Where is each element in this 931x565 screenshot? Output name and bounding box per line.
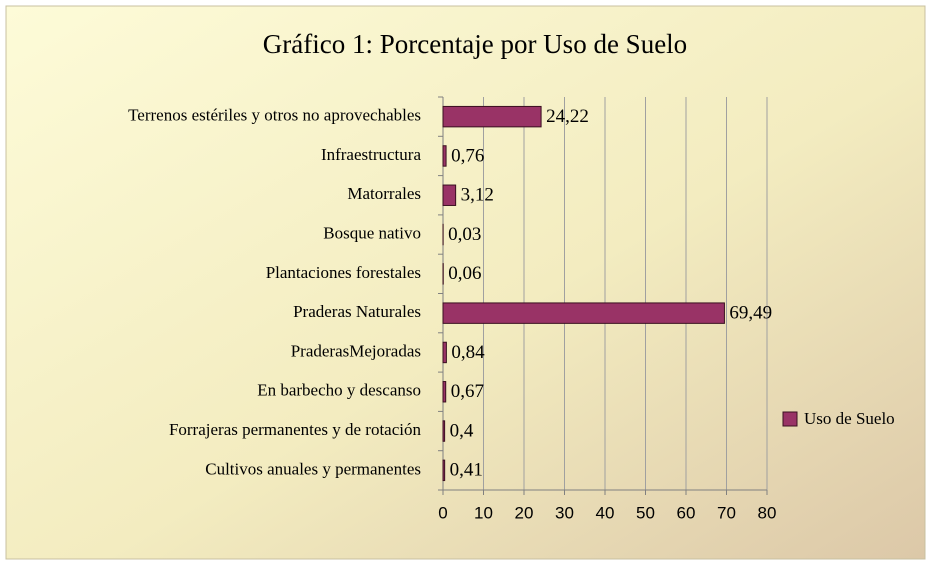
x-tick-label: 20 <box>515 503 534 522</box>
y-tick-label: Forrajeras permanentes y de rotación <box>169 420 422 439</box>
data-label: 0,84 <box>451 342 485 363</box>
chart-background <box>5 5 926 560</box>
bar <box>442 145 447 167</box>
x-tick-label: 30 <box>555 503 574 522</box>
x-tick-label: 40 <box>596 503 615 522</box>
chart-title: Gráfico 1: Porcentaje por Uso de Suelo <box>263 29 687 59</box>
y-tick-label: Terrenos estériles y otros no aprovechab… <box>128 106 421 125</box>
y-tick-label: Cultivos anuales y permanentes <box>205 459 421 478</box>
data-label: 24,22 <box>546 106 589 127</box>
bar <box>442 105 542 128</box>
x-tick-label: 70 <box>717 503 736 522</box>
bar <box>442 184 457 206</box>
y-tick-label: PraderasMejoradas <box>291 341 421 360</box>
bar <box>442 381 447 403</box>
bar <box>442 459 446 482</box>
bar <box>442 341 447 364</box>
x-tick-label: 0 <box>438 503 447 522</box>
data-label: 0,4 <box>450 420 474 441</box>
data-label: 3,12 <box>461 185 494 206</box>
y-tick-label: Infraestructura <box>321 145 422 164</box>
bar <box>442 420 446 442</box>
x-tick-label: 80 <box>758 503 777 522</box>
data-label: 0,41 <box>450 460 483 481</box>
y-tick-label: Matorrales <box>347 184 421 203</box>
data-label: 69,49 <box>729 303 772 324</box>
data-label: 0,06 <box>448 263 481 284</box>
legend-swatch <box>782 411 798 427</box>
x-tick-label: 10 <box>474 503 493 522</box>
x-tick-label: 50 <box>636 503 655 522</box>
legend-label: Uso de Suelo <box>804 409 895 428</box>
y-tick-label: Bosque nativo <box>323 223 421 242</box>
data-label: 0,67 <box>451 381 484 402</box>
y-tick-label: Plantaciones forestales <box>266 263 421 282</box>
y-tick-label: En barbecho y descanso <box>257 381 421 400</box>
data-label: 0,76 <box>451 145 484 166</box>
data-label: 0,03 <box>448 224 481 245</box>
x-tick-label: 60 <box>677 503 696 522</box>
y-tick-label: Praderas Naturales <box>293 302 421 321</box>
bar <box>442 302 725 324</box>
